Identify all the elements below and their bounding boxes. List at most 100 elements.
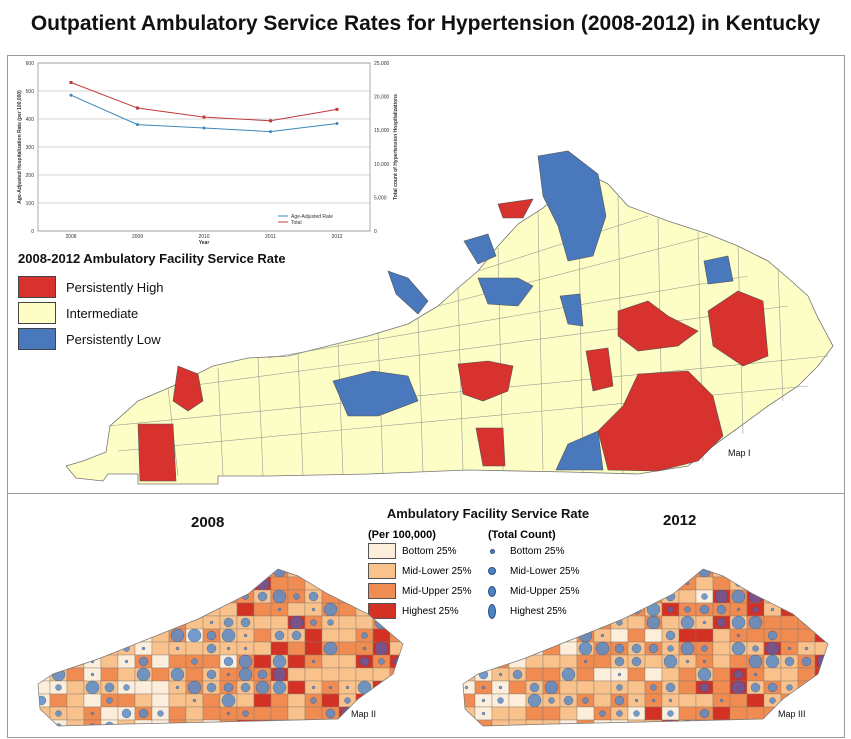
count-circle [308, 591, 319, 602]
county-cell [49, 693, 68, 708]
county-cell [797, 680, 816, 695]
county-cell [321, 654, 340, 669]
county-cell [491, 719, 510, 726]
legend-label: Persistently Low [66, 331, 161, 347]
county-cell [593, 589, 612, 604]
county-cell [407, 681, 424, 694]
county-cell [814, 641, 828, 656]
county-cell [814, 693, 828, 708]
count-circle [804, 646, 809, 651]
county-cell [508, 589, 527, 604]
legend2-title: Ambulatory Facility Service Rate [386, 506, 590, 521]
county-cell [627, 680, 646, 695]
county-cell [491, 602, 510, 617]
county-cell [407, 564, 424, 577]
county-cell [338, 569, 357, 578]
legend2-row-bottom: Bottom 25% Bottom 25% [368, 541, 608, 561]
county-cell [134, 615, 153, 630]
count-circle [170, 667, 185, 682]
county-cell [525, 576, 544, 591]
county-cell [661, 615, 680, 630]
county-cell [66, 680, 85, 695]
count-circle [357, 680, 372, 695]
county-cell [185, 641, 204, 656]
county-cell [321, 569, 340, 578]
county-cell [463, 719, 476, 726]
county-cell [38, 719, 51, 726]
county-cell [814, 719, 828, 726]
series-point [69, 93, 73, 97]
count-circle [257, 669, 268, 680]
county-cell [712, 628, 731, 643]
count-circle [55, 606, 62, 613]
map3-year: 2012 [663, 512, 697, 529]
county-cell [644, 576, 663, 591]
county-cell [508, 693, 527, 708]
count-circle [175, 685, 180, 690]
count-circle [544, 628, 559, 643]
small-maps [37, 564, 844, 727]
count-circle [787, 646, 792, 651]
count-circle [786, 684, 793, 691]
county-cell [407, 616, 424, 629]
map3-kentucky-2012 [462, 568, 844, 727]
count-circle [289, 615, 304, 630]
legend-swatch-intermediate [18, 302, 56, 324]
county-cell [695, 576, 714, 591]
county-cell [253, 628, 272, 643]
count-circle [464, 581, 469, 586]
county-cell [355, 576, 374, 591]
count-circle [736, 633, 741, 638]
county-cell [151, 602, 170, 617]
county-cell [38, 706, 51, 721]
count-circle [106, 697, 113, 704]
count-circle [600, 633, 605, 638]
count-circle [753, 672, 758, 677]
county-cell [151, 589, 170, 604]
series-line [70, 82, 338, 122]
county-cell [321, 628, 340, 643]
count-circle [663, 654, 678, 669]
count-circle [702, 659, 707, 664]
count-circle [208, 569, 215, 574]
county-cell [168, 589, 187, 604]
count-circle [801, 721, 812, 726]
count-circle [345, 724, 350, 726]
count-circle [209, 620, 214, 625]
service-rate-legend: Ambulatory Facility Service Rate (Per 10… [368, 506, 608, 621]
count-circle [293, 593, 300, 600]
count-circle [561, 615, 576, 630]
county-cell [491, 706, 510, 721]
count-circle [345, 685, 350, 690]
county-cell [355, 589, 374, 604]
series-point [335, 121, 339, 125]
county-cell [610, 602, 629, 617]
county-cell [100, 602, 119, 617]
legend2-count-label: Mid-Lower 25% [510, 565, 580, 577]
count-circle [816, 680, 828, 695]
count-circle [512, 617, 523, 628]
county-cell [525, 569, 544, 578]
legend2-count-label: Bottom 25% [510, 545, 565, 557]
count-circle [323, 641, 338, 656]
count-circle [836, 670, 844, 679]
county-cell [729, 719, 748, 726]
county-cell [729, 693, 748, 708]
county-cell [372, 576, 391, 591]
count-circle [616, 684, 623, 691]
county-cell [83, 641, 102, 656]
count-circle [89, 723, 96, 726]
count-circle [123, 606, 130, 613]
count-circle [170, 628, 185, 643]
count-circle [257, 591, 268, 602]
county-cell [372, 602, 391, 617]
count-circle [56, 659, 61, 664]
legend2-rate-label: Mid-Upper 25% [402, 585, 472, 597]
county-cell [372, 680, 391, 695]
county-cell [832, 681, 844, 694]
count-circle [631, 604, 642, 615]
county-cell [525, 589, 544, 604]
y-tick-label: 0 [31, 229, 34, 235]
count-circle [243, 633, 248, 638]
county-cell [542, 589, 561, 604]
